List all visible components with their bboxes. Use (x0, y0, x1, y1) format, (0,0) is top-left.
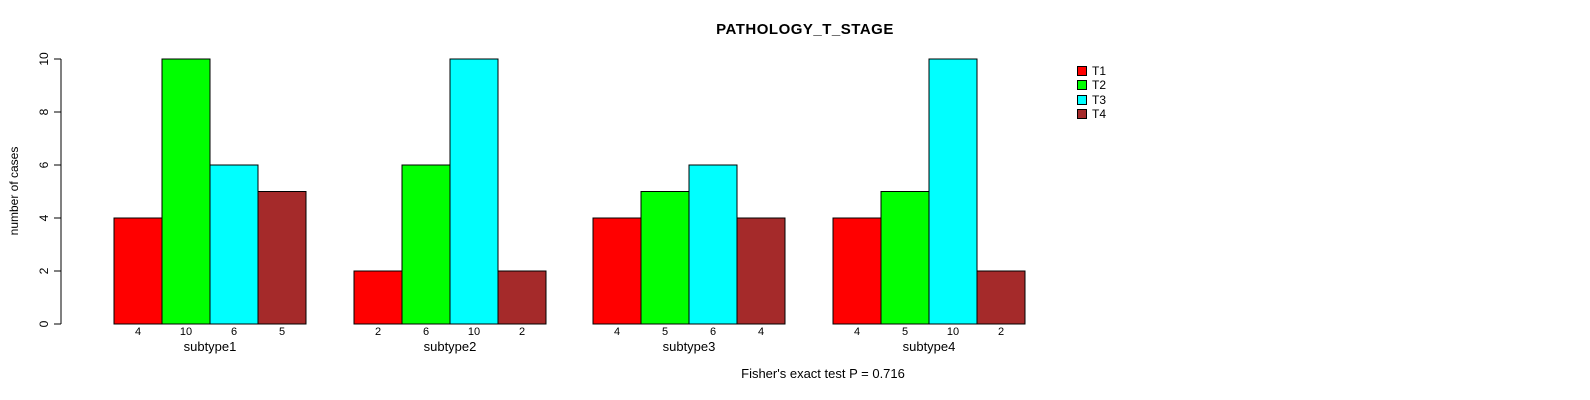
bar-subtype4-T4 (976, 270, 1026, 325)
footnote: Fisher's exact test P = 0.716 (741, 366, 905, 381)
legend-label: T3 (1092, 92, 1107, 107)
bar-subtype4-T1 (832, 217, 882, 325)
bar-value-label: 10 (947, 326, 959, 338)
bar-subtype3-T1 (592, 217, 642, 325)
bar-subtype2-T2 (401, 164, 451, 325)
bar-subtype1-T2 (161, 58, 211, 325)
legend-swatch-T2 (1077, 80, 1087, 91)
bar-value-label: 6 (423, 326, 429, 338)
legend-row-T1: T1 (1077, 64, 1106, 78)
bar-value-label: 2 (998, 326, 1004, 338)
y-tick-label: 2 (37, 267, 51, 274)
bar-value-label: 5 (279, 326, 285, 338)
legend-row-T3: T3 (1077, 93, 1106, 107)
bar-subtype3-T3 (688, 164, 738, 325)
bar-subtype2-T1 (353, 270, 403, 325)
y-tick-label: 0 (37, 320, 51, 327)
legend-swatch-T1 (1077, 66, 1087, 76)
bar-value-label: 4 (135, 326, 141, 338)
legend-row-T4: T4 (1077, 107, 1106, 121)
legend-swatch-T4 (1077, 109, 1087, 120)
category-label-subtype4: subtype4 (903, 339, 956, 354)
bar-subtype2-T3 (449, 58, 499, 325)
bar-value-label: 2 (375, 326, 381, 338)
y-tick-label: 4 (37, 214, 51, 221)
bar-subtype4-T3 (928, 58, 978, 325)
legend-swatch-T3 (1077, 94, 1087, 105)
bar-value-label: 5 (662, 326, 668, 338)
y-tick-label: 10 (37, 52, 51, 66)
legend-label: T1 (1092, 64, 1107, 78)
y-tick-label: 8 (37, 108, 51, 115)
legend-label: T4 (1092, 107, 1107, 122)
category-label-subtype2: subtype2 (424, 339, 477, 354)
bar-value-label: 4 (614, 326, 620, 338)
bar-value-label: 4 (854, 326, 860, 338)
category-label-subtype1: subtype1 (184, 339, 237, 354)
bar-subtype2-T4 (497, 270, 547, 325)
legend: T1 T2 T3 T4 (1077, 64, 1106, 122)
bar-subtype3-T4 (736, 217, 786, 325)
bar-subtype3-T2 (640, 191, 690, 325)
bar-subtype4-T2 (880, 191, 930, 325)
bar-value-label: 5 (902, 326, 908, 338)
bar-subtype1-T4 (257, 191, 307, 325)
chart-title: PATHOLOGY_T_STAGE (716, 21, 894, 38)
legend-label: T2 (1092, 78, 1107, 93)
bar-value-label: 2 (519, 326, 525, 338)
bar-subtype1-T1 (113, 217, 163, 325)
bar-value-label: 6 (231, 326, 237, 338)
category-label-subtype3: subtype3 (663, 339, 716, 354)
y-tick-label: 6 (37, 161, 51, 168)
bar-value-label: 4 (758, 326, 764, 338)
legend-row-T2: T2 (1077, 78, 1106, 92)
bar-value-label: 6 (710, 326, 716, 338)
bar-value-label: 10 (180, 326, 192, 338)
bar-subtype1-T3 (209, 164, 259, 325)
bar-value-label: 10 (468, 326, 480, 338)
